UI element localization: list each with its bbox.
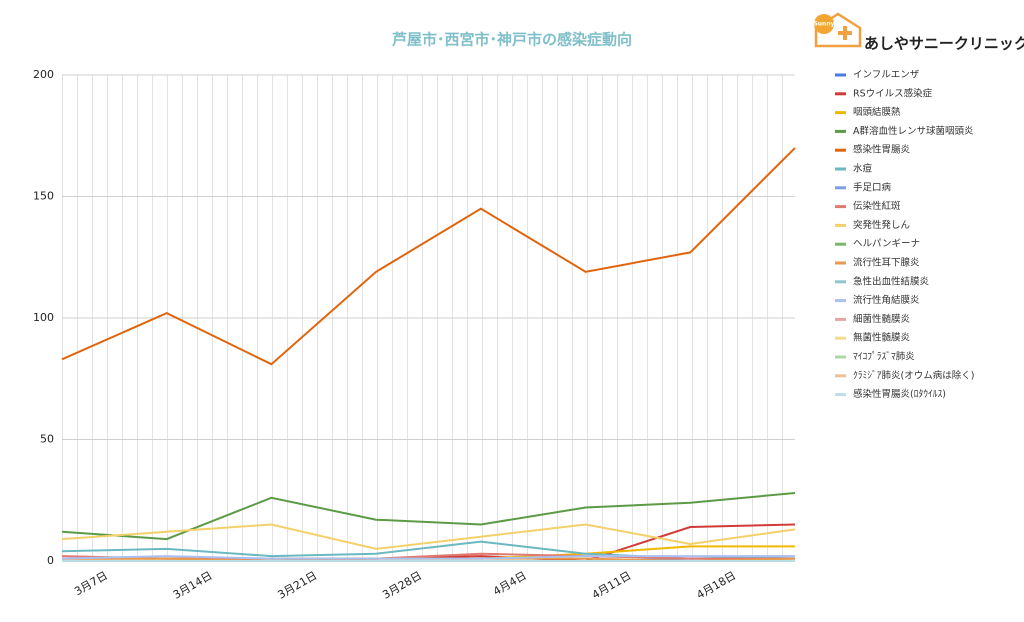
chart-title: 芦屋市･西宮市･神戸市の感染症動向 [392, 31, 632, 49]
legend-label: 急性出血性結膜炎 [853, 275, 930, 287]
legend-label: 手足口病 [853, 181, 892, 193]
series-line [61, 147, 796, 366]
y-tick-label: 100 [33, 311, 54, 324]
x-tick-label: 3月21日 [276, 569, 320, 602]
logo: Sunny あしやサニークリニック [813, 12, 1024, 53]
y-tick-label: 50 [40, 433, 54, 446]
legend-label: 無菌性髄膜炎 [853, 332, 911, 344]
legend-label: 感染性胃腸炎 [853, 144, 911, 156]
x-tick-label: 4月11日 [590, 569, 634, 602]
legend-label: 伝染性紅斑 [853, 200, 901, 212]
legend-label: 咽頭結膜熱 [853, 106, 901, 118]
legend-label: 流行性角結膜炎 [853, 294, 920, 306]
y-tick-label: 150 [33, 190, 54, 203]
y-tick-label: 0 [47, 554, 54, 567]
logo-house [814, 12, 862, 48]
logo-badge: Sunny [813, 21, 834, 28]
legend-label: ヘルパンギーナ [853, 239, 920, 250]
legend-label: インフルエンザ [853, 70, 920, 81]
logo-text: あしやサニークリニック [864, 35, 1024, 53]
y-tick-label: 200 [33, 68, 54, 81]
x-tick-label: 3月14日 [171, 569, 215, 602]
logo-sun [814, 14, 834, 34]
legend-label: 突発性発しん [853, 219, 910, 231]
legend-label: 水痘 [853, 163, 873, 175]
logo-cross [843, 26, 847, 40]
legend-label: ﾏｲｺﾌﾟﾗｽﾞﾏ肺炎 [853, 352, 915, 363]
x-tick-label: 3月7日 [72, 569, 110, 598]
series-line [61, 523, 796, 550]
x-tick-label: 4月4日 [491, 569, 529, 598]
series-line [61, 492, 796, 541]
legend-label: 細菌性髄膜炎 [853, 313, 911, 325]
legend-label: A群溶血性レンサ球菌咽頭炎 [853, 125, 974, 137]
legend-label: RSウイルス感染症 [853, 87, 933, 99]
series-line [61, 555, 795, 560]
legend-label: 流行性耳下腺炎 [853, 257, 920, 269]
x-tick-label: 3月28日 [380, 569, 424, 602]
x-tick-label: 4月18日 [694, 569, 738, 602]
legend-label: 感染性胃腸炎(ﾛﾀｳｲﾙｽ) [853, 388, 946, 400]
legend-label: ｸﾗﾐｼﾞｱ肺炎(オウム病は除く) [853, 369, 974, 381]
